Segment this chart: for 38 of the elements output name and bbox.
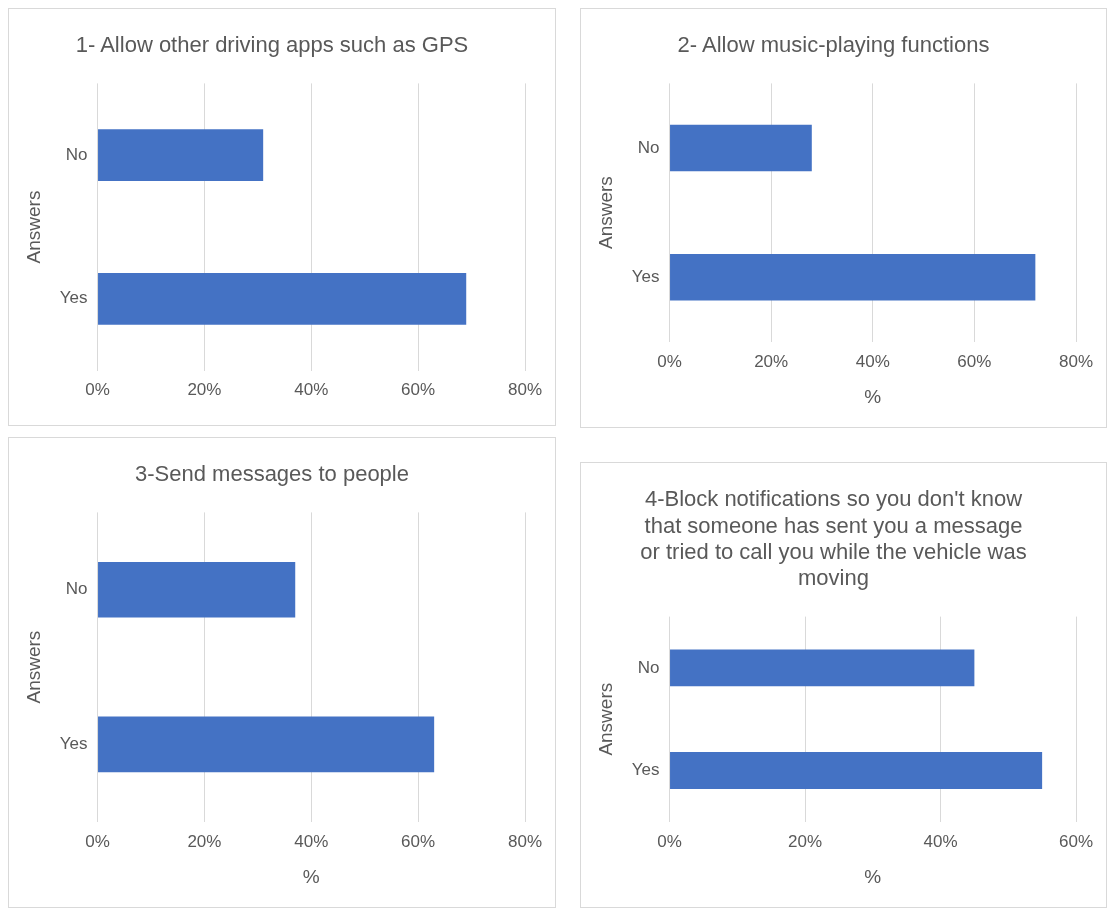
x-tick-label: 20% xyxy=(788,831,823,851)
x-tick-label: 20% xyxy=(187,831,222,851)
y-axis-title: Answers xyxy=(594,682,616,756)
x-tick-label: 40% xyxy=(923,831,958,851)
y-axis-title: Answers xyxy=(22,630,44,704)
y-tick-label: Yes xyxy=(59,288,88,308)
x-tick-label: 0% xyxy=(657,831,682,851)
x-tick-label: 80% xyxy=(507,831,543,851)
x-axis-title: % xyxy=(864,385,882,407)
y-tick-label: Yes xyxy=(631,760,660,780)
x-tick-label: 0% xyxy=(85,831,110,851)
x-tick-label: 40% xyxy=(294,831,329,851)
x-tick-label: 0% xyxy=(657,351,682,371)
chart-title: 4-Block notifications so you don't know that someone has sent you a message or tried to call you while the vehicle was moving xyxy=(640,486,1027,591)
x-axis-title: % xyxy=(302,865,320,887)
x-tick-label: 60% xyxy=(401,831,436,851)
y-axis-title: Answers xyxy=(594,176,616,250)
y-tick-label: No xyxy=(65,144,88,164)
x-tick-label: 40% xyxy=(855,351,890,371)
y-tick-label: No xyxy=(637,657,660,677)
x-axis-title: % xyxy=(864,865,882,887)
y-tick-label: No xyxy=(637,137,660,157)
y-axis-title: Answers xyxy=(22,190,44,264)
y-tick-label: Yes xyxy=(631,266,660,286)
chart-title: 1- Allow other driving apps such as GPS xyxy=(75,32,469,58)
x-tick-label: 20% xyxy=(187,380,222,400)
x-tick-label: 0% xyxy=(85,380,110,400)
y-tick-label: Yes xyxy=(59,734,88,754)
x-tick-label: 80% xyxy=(507,380,543,400)
chart-title: 3-Send messages to people xyxy=(135,461,409,487)
x-tick-label: 20% xyxy=(754,351,789,371)
x-tick-label: 80% xyxy=(1058,351,1094,371)
x-tick-label: 60% xyxy=(401,380,436,400)
chart-title: 2- Allow music-playing functions xyxy=(677,32,990,58)
x-tick-label: 60% xyxy=(957,351,992,371)
y-tick-label: No xyxy=(65,579,88,599)
x-tick-label: 40% xyxy=(294,380,329,400)
x-tick-label: 60% xyxy=(1058,831,1094,851)
